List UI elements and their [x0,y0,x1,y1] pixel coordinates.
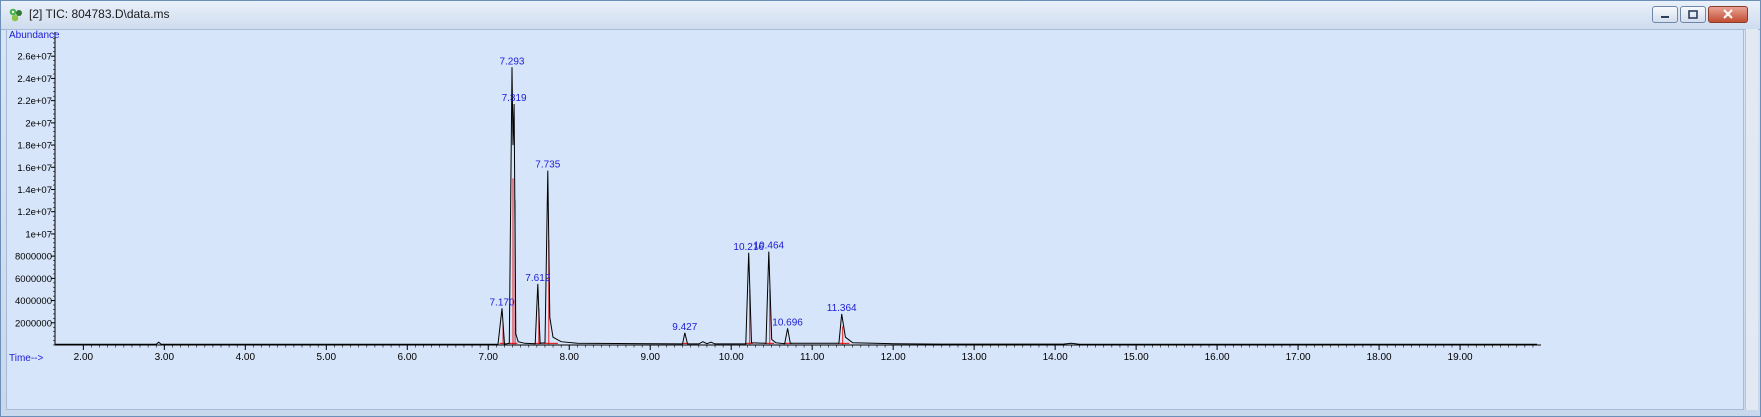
vertical-scrollbar[interactable] [1745,29,1758,410]
y-tick-label: 6000000 [15,274,52,285]
y-tick-label: 2.2e+07 [17,96,52,107]
y-tick-label: 1.2e+07 [17,207,52,218]
y-tick-label: 2.4e+07 [17,74,52,85]
x-tick-label: 5.00 [317,352,337,363]
x-axis-label: Time--> [9,353,44,364]
x-tick-label: 10.00 [719,352,744,363]
tic-chromatogram-chart: Abundance Time--> 2000000 4000000 6000000 800… [9,30,1541,364]
x-tick-label: 8.00 [560,352,580,363]
chromatogram-plot-area[interactable]: Abundance Time--> 2000000 4000000 6000000 800… [6,29,1744,410]
peak-label: 7.319 [502,93,527,104]
peak-label: 7.170 [490,297,515,308]
x-tick-label: 2.00 [74,352,94,363]
peak-label: 10.216 [733,242,764,253]
minimize-button[interactable] [1652,6,1678,23]
y-tick-label: 1.8e+07 [17,141,52,152]
peak-label: 9.427 [672,322,697,333]
close-icon [1723,9,1733,19]
tic-trace [55,67,1538,345]
y-tick-label: 4000000 [15,296,52,307]
x-tick-label: 9.00 [640,352,660,363]
chromatogram-app-icon [9,8,22,22]
x-tick-label: 6.00 [398,352,418,363]
restore-button[interactable] [1680,6,1706,23]
peak-label: 10.696 [772,317,803,328]
y-tick-label: 1e+07 [25,229,52,240]
restore-icon [1688,10,1698,19]
peak-label: 7.293 [499,56,524,67]
y-tick-label: 8000000 [15,252,52,263]
minimize-icon [1661,16,1669,18]
y-tick-label: 2e+07 [25,118,52,129]
x-tick-label: 12.00 [881,352,906,363]
x-tick-label: 14.00 [1043,352,1068,363]
peak-label: 10.464 [753,241,784,252]
x-tick-label: 17.00 [1286,352,1311,363]
title-bar[interactable]: [2] TIC: 804783.D\data.ms [1,1,1760,30]
y-tick-label: 2.6e+07 [17,52,52,63]
peak-label: 11.364 [827,303,857,314]
x-tick-label: 16.00 [1205,352,1230,363]
x-tick-label: 15.00 [1124,352,1149,363]
x-tick-label: 7.00 [479,352,499,363]
close-button[interactable] [1708,6,1748,23]
x-tick-label: 3.00 [155,352,175,363]
y-tick-label: 1.4e+07 [17,185,52,196]
peak-label: 7.612 [525,273,550,284]
y-axis-label: Abundance [9,30,60,41]
peak-label: 7.735 [535,160,560,171]
x-tick-label: 4.00 [236,352,256,363]
x-tick-label: 18.00 [1367,352,1392,363]
x-tick-label: 13.00 [962,352,987,363]
y-tick-label: 2000000 [15,318,52,329]
x-tick-label: 19.00 [1448,352,1473,363]
y-tick-label: 1.6e+07 [17,163,52,174]
x-tick-label: 11.00 [800,352,825,363]
window-title: [2] TIC: 804783.D\data.ms [29,7,170,21]
